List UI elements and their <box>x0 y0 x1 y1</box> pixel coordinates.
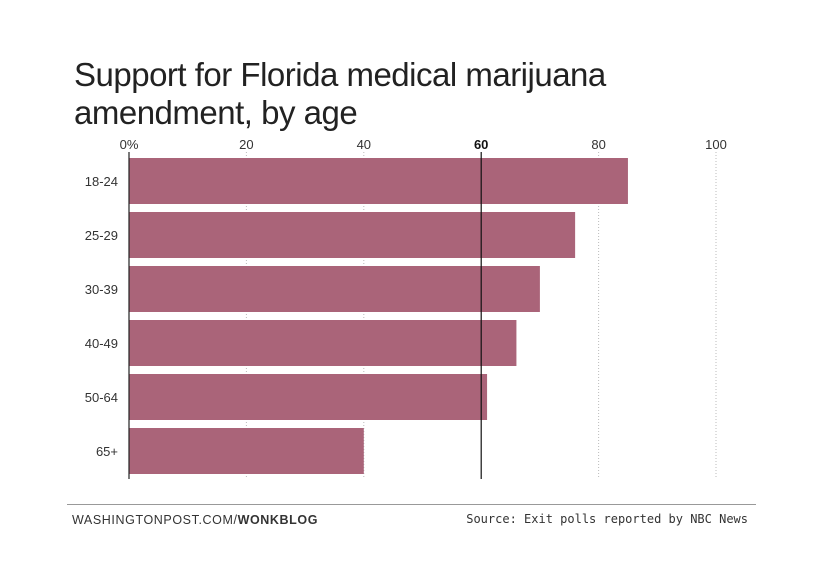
bar <box>129 266 540 312</box>
category-label: 50-64 <box>85 390 118 405</box>
bar <box>129 320 517 366</box>
chart-title: Support for Florida medical marijuana am… <box>74 56 606 131</box>
category-label: 18-24 <box>85 174 118 189</box>
bar <box>129 212 576 258</box>
category-label: 40-49 <box>85 336 118 351</box>
bar <box>129 374 488 420</box>
credit-prefix: WASHINGTONPOST.COM/ <box>72 513 238 527</box>
credit-brand: WONKBLOG <box>237 513 319 527</box>
gridlines <box>245 152 717 479</box>
footer-divider <box>67 504 756 505</box>
x-tick-label: 60 <box>474 137 488 152</box>
bar <box>129 428 364 474</box>
footer-credit: WASHINGTONPOST.COM/WONKBLOG <box>72 513 318 527</box>
x-tick-label: 100 <box>705 137 727 152</box>
x-tick-label: 40 <box>357 137 371 152</box>
category-labels: 18-24 25-29 30-39 40-49 50-64 65+ <box>85 174 118 459</box>
x-axis: 0% 20 40 60 80 100 <box>120 137 727 479</box>
source-note: Source: Exit polls reported by NBC News <box>466 512 748 526</box>
bar <box>129 158 628 204</box>
category-label: 30-39 <box>85 282 118 297</box>
x-tick-label: 0% <box>120 137 139 152</box>
x-tick-label: 80 <box>591 137 605 152</box>
bars <box>129 158 628 474</box>
x-tick-label: 20 <box>239 137 253 152</box>
category-label: 65+ <box>96 444 118 459</box>
category-label: 25-29 <box>85 228 118 243</box>
